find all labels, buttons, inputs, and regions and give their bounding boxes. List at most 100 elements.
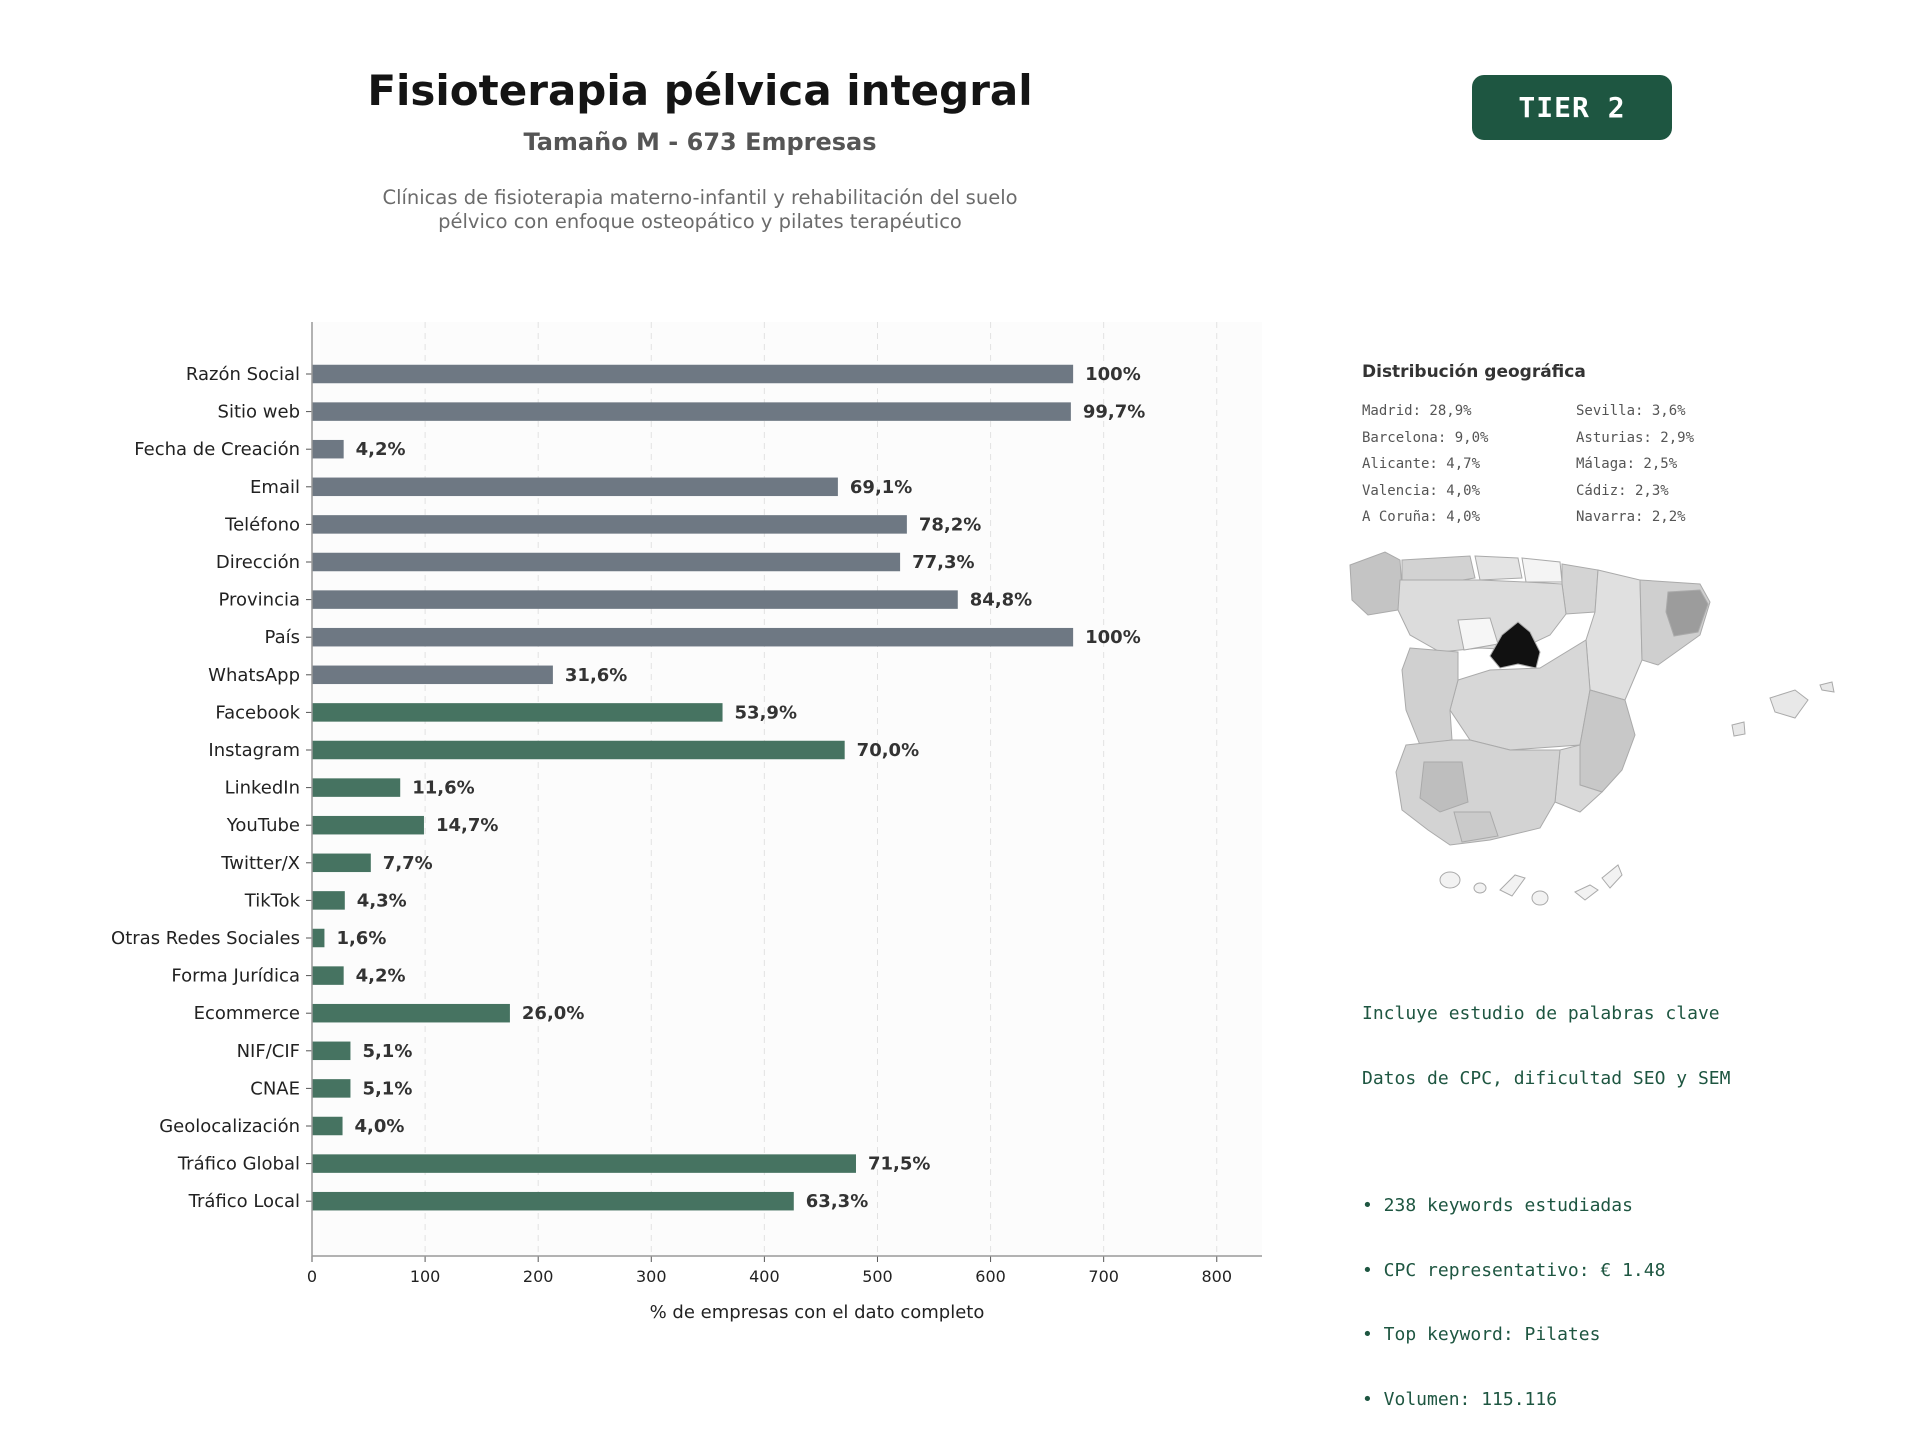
keywords-intro-line-1: Incluye estudio de palabras clave <box>1362 1003 1720 1024</box>
geo-list: Madrid: 28,9% Sevilla: 3,6% Barcelona: 9… <box>1362 398 1722 531</box>
geo-item: Asturias: 2,9% <box>1576 429 1695 446</box>
bar <box>312 1154 856 1173</box>
keyword-bullet: • Top keyword: Pilates <box>1362 1324 1601 1345</box>
extremadura-region <box>1401 647 1459 746</box>
bar <box>312 515 907 534</box>
bar <box>312 552 901 572</box>
data-label: 4,3% <box>357 890 407 911</box>
data-label: 78,2% <box>919 514 981 535</box>
ibiza-island <box>1731 721 1746 737</box>
y-category-label: Ecommerce <box>194 1003 300 1024</box>
y-category-label: País <box>265 627 300 648</box>
bar <box>312 477 838 497</box>
keyword-bullet: • Volumen: 115.116 <box>1362 1388 1558 1410</box>
description: Clínicas de fisioterapia materno-infanti… <box>300 186 1100 234</box>
keywords-intro-line-2: Datos de CPC, dificultad SEO y SEM <box>1362 1067 1731 1089</box>
data-label: 31,6% <box>565 665 627 686</box>
x-tick-label: 300 <box>636 1267 667 1286</box>
bar <box>312 1191 794 1211</box>
y-category-label: NIF/CIF <box>237 1041 300 1062</box>
data-label: 5,1% <box>362 1041 412 1062</box>
navarra-region <box>1561 563 1599 615</box>
bar <box>312 439 344 459</box>
data-label: 84,8% <box>970 590 1032 611</box>
data-label: 99,7% <box>1083 402 1145 423</box>
canary-island <box>1531 890 1549 906</box>
canary-island <box>1473 882 1487 894</box>
barcelona-region <box>1665 589 1709 637</box>
description-line-1: Clínicas de fisioterapia materno-infanti… <box>382 186 1018 209</box>
y-category-label: Tráfico Local <box>188 1191 300 1212</box>
geo-item: Cádiz: 2,3% <box>1576 482 1669 499</box>
bar <box>312 853 371 873</box>
bar <box>312 364 1074 384</box>
bar <box>312 703 723 722</box>
bar <box>312 740 845 760</box>
balearic-islands <box>1731 681 1835 737</box>
bar <box>312 665 553 685</box>
geo-item: Barcelona: 9,0% <box>1362 429 1489 446</box>
spain-map <box>1349 551 1835 906</box>
y-category-label: YouTube <box>226 815 300 836</box>
y-category-label: Sitio web <box>218 402 300 423</box>
y-category-label: Email <box>250 477 300 498</box>
bar <box>312 1003 510 1023</box>
canary-island <box>1439 871 1461 889</box>
bar <box>312 815 424 835</box>
y-category-label: Forma Jurídica <box>171 966 300 987</box>
mainland-regions <box>1349 551 1711 846</box>
data-label: 69,1% <box>850 477 912 498</box>
malaga-region <box>1453 811 1499 843</box>
mallorca-island <box>1769 689 1809 719</box>
y-category-label: Dirección <box>216 552 300 573</box>
description-line-2: pélvico con enfoque osteopático y pilate… <box>438 210 962 233</box>
y-category-label: CNAE <box>250 1078 300 1099</box>
data-label: 5,1% <box>362 1078 412 1099</box>
y-category-label: Geolocalización <box>159 1116 300 1137</box>
geo-item: Málaga: 2,5% <box>1576 456 1678 472</box>
geo-item: Madrid: 28,9% <box>1362 403 1472 419</box>
keywords-panel: Incluye estudio de palabras clave Datos … <box>1362 960 1730 1432</box>
data-label: 14,7% <box>436 815 498 836</box>
y-category-label: Teléfono <box>224 514 300 535</box>
canary-island <box>1499 874 1526 897</box>
data-label: 1,6% <box>336 928 386 949</box>
keywords-spacer <box>1362 1132 1730 1152</box>
x-tick-label: 500 <box>862 1267 893 1286</box>
data-label: 100% <box>1085 627 1141 648</box>
geo-item: A Coruña: 4,0% <box>1362 509 1481 525</box>
y-category-label: TikTok <box>244 890 301 911</box>
x-tick-label: 100 <box>410 1267 441 1286</box>
bar <box>312 778 401 797</box>
bar <box>312 891 345 910</box>
sevilla-region <box>1419 761 1469 813</box>
data-label: 100% <box>1085 364 1141 385</box>
y-category-label: Twitter/X <box>220 853 300 874</box>
data-label: 7,7% <box>383 853 433 874</box>
valencia-region <box>1579 689 1636 793</box>
x-axis-label: % de empresas con el dato completo <box>650 1302 985 1323</box>
bar <box>312 928 325 948</box>
data-label: 53,9% <box>735 702 797 723</box>
segovia-region <box>1457 617 1499 651</box>
canary-islands <box>1439 864 1623 906</box>
x-tick-label: 600 <box>975 1267 1006 1286</box>
geo-item: Valencia: 4,0% <box>1362 482 1481 499</box>
keyword-bullet: • CPC representativo: € 1.48 <box>1362 1259 1666 1281</box>
x-tick-label: 0 <box>307 1267 317 1286</box>
data-label: 63,3% <box>806 1191 868 1212</box>
bar <box>312 1041 351 1061</box>
y-category-label: WhatsApp <box>208 665 300 686</box>
y-category-label: Fecha de Creación <box>134 439 300 460</box>
data-label: 77,3% <box>912 552 974 573</box>
y-category-label: Facebook <box>215 702 300 723</box>
y-category-label: Otras Redes Sociales <box>111 928 300 949</box>
data-label: 4,2% <box>356 966 406 987</box>
geo-item: Navarra: 2,2% <box>1576 509 1686 525</box>
x-tick-label: 200 <box>523 1267 554 1286</box>
menorca-island <box>1819 681 1835 693</box>
tier-badge: TIER 2 <box>1472 75 1672 140</box>
y-category-label: Tráfico Global <box>177 1154 300 1175</box>
data-label: 71,5% <box>868 1154 930 1175</box>
keyword-bullet: • 238 keywords estudiadas <box>1362 1195 1633 1216</box>
